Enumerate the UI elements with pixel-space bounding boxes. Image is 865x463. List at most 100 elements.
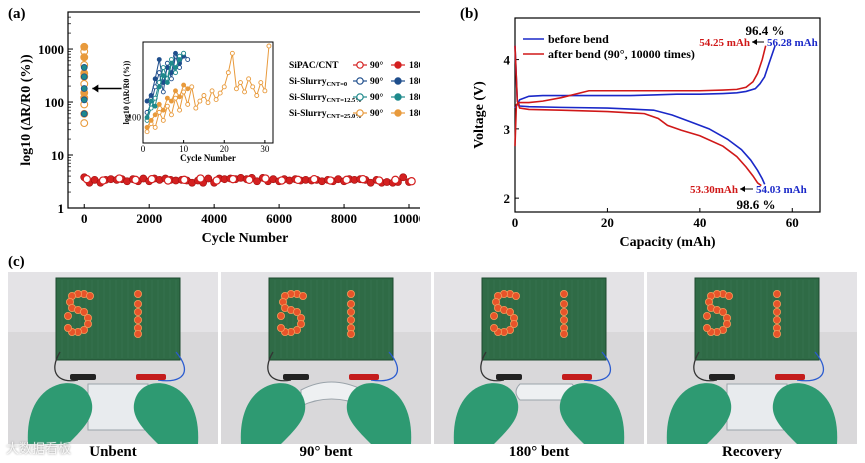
x-tick-label: 4000 — [201, 211, 227, 226]
legend-marker-180 — [394, 109, 402, 117]
chart-a-cycle-resistance: 02000400060008000100001101001000Cycle Nu… — [19, 11, 420, 246]
led-s — [297, 320, 306, 329]
led-i-dot — [773, 289, 782, 298]
inset-data-point — [242, 89, 248, 95]
annotation-before-discharge: 54.03 mAh — [756, 184, 807, 196]
plot-frame — [514, 17, 821, 213]
annotation-after-discharge: 53.30mAh — [690, 184, 738, 196]
inset-data-point — [168, 76, 174, 82]
glove-right — [346, 383, 412, 444]
x-tick-label: 10000 — [393, 211, 420, 226]
led-s — [723, 320, 732, 329]
inset-data-point — [152, 112, 158, 118]
glove-left — [27, 383, 93, 444]
y-tick-label: 2 — [504, 191, 511, 206]
annotation-pct-top: 96.4 % — [746, 23, 785, 38]
legend-angle-90: 90° — [370, 108, 384, 119]
x-tick-label: 20 — [601, 215, 614, 230]
annotation-pct-bottom: 98.6 % — [737, 197, 776, 212]
data-point-sipac-90 — [309, 174, 319, 184]
caption-unbent: Unbent — [89, 444, 137, 460]
data-point-sipac-90 — [407, 177, 416, 186]
inset-data-point — [177, 65, 183, 70]
clip-red — [562, 374, 592, 380]
arrow-head — [740, 186, 745, 192]
data-point-sipac-90 — [228, 174, 238, 184]
inset-data-point — [189, 84, 195, 90]
data-point-sipac-90 — [374, 176, 384, 185]
inset-data-point — [258, 80, 264, 86]
led-i-stem — [773, 308, 782, 317]
data-point-si-slurry-early — [80, 73, 88, 81]
led-i-stem — [347, 330, 356, 339]
data-point-sipac-90 — [163, 176, 173, 185]
legend-label: Si-SlurryCNT=12.5% — [289, 93, 362, 104]
led-i-stem — [134, 316, 143, 325]
y-tick-label: 100 — [45, 95, 65, 110]
inset-data-point — [173, 70, 178, 76]
wire-blue — [370, 351, 399, 382]
data-point-sipac-180 — [253, 177, 261, 186]
inset-data-point — [181, 82, 187, 88]
data-point-sipac-90 — [277, 176, 286, 185]
led-s — [84, 320, 93, 329]
legend-angle-90: 90° — [370, 92, 384, 103]
x-tick-label: 0 — [81, 211, 88, 226]
inset-data-point — [164, 103, 170, 109]
inset-x-tick-label: 10 — [179, 144, 189, 154]
inset-data-point — [213, 97, 219, 103]
inset-data-point — [185, 101, 191, 107]
y-tick-label: 1000 — [38, 42, 64, 57]
data-point-sipac-90 — [293, 175, 303, 185]
led-i-dot — [134, 289, 143, 298]
wire-black — [693, 351, 718, 382]
inset-data-point — [168, 60, 174, 66]
y-axis-label: Voltage (V) — [472, 81, 487, 149]
inset-data-point — [197, 98, 203, 104]
inset-data-point — [229, 50, 235, 56]
led-s — [277, 312, 286, 321]
curve-after-bend-charge — [514, 45, 767, 147]
inset-data-point — [201, 93, 207, 98]
led-i-stem — [134, 308, 143, 317]
panel-label-c: (c) — [8, 254, 25, 270]
inset-x-tick-label: 30 — [260, 144, 270, 154]
y-tick-label: 4 — [504, 53, 511, 68]
data-point-sipac-90 — [196, 174, 205, 183]
chart-b-voltage-capacity: 0 20 40 60 2 3 4 Capacity (mAh) Voltage (V) befor… — [472, 17, 821, 250]
inset-data-point — [250, 84, 256, 90]
clip-black — [283, 374, 309, 380]
legend-marker-180 — [394, 77, 402, 85]
y-tick-label: 3 — [504, 122, 511, 137]
glove-left — [453, 383, 519, 444]
inset-data-point — [193, 105, 199, 111]
inset-data-point — [152, 124, 158, 130]
legend-label: Si-SlurryCNT=0 — [289, 77, 347, 88]
legend-marker-90 — [356, 109, 364, 117]
data-point-sipac-90 — [82, 174, 92, 184]
led-s — [512, 291, 521, 300]
led-s — [506, 308, 515, 317]
inset-x-tick-label: 0 — [141, 144, 146, 154]
panel-label-b: (b) — [460, 6, 479, 22]
clip-red — [349, 374, 379, 380]
inset-data-point — [266, 43, 272, 49]
inset-data-point — [225, 70, 231, 76]
data-point-sipac-90 — [98, 176, 108, 185]
legend-label: Si-SlurryCNT=25.0% — [289, 109, 362, 120]
inset-data-point — [168, 98, 174, 104]
legend-label: before bend — [548, 32, 609, 46]
glove-left — [240, 383, 306, 444]
data-point-sipac-90 — [358, 174, 368, 184]
pcb-board — [268, 277, 394, 361]
led-s — [490, 324, 499, 333]
led-s — [86, 291, 95, 300]
watermark-text: 大数据看板 — [6, 442, 72, 457]
inset-data-point — [144, 124, 150, 130]
inset-data-point — [262, 88, 268, 94]
inset-data-point — [156, 84, 162, 90]
clip-red — [136, 374, 166, 380]
inset-data-point — [177, 57, 183, 62]
inset-data-point — [217, 90, 223, 96]
annotation-before-charge: 56.28 mAh — [767, 37, 818, 49]
